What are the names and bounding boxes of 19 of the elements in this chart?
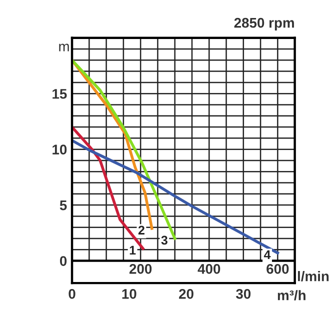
x2-tick-label: 20 [179, 288, 194, 299]
annotation: 4 [264, 250, 271, 259]
x-tick-label: 400 [198, 264, 220, 274]
annotation: 2 [138, 226, 144, 234]
x2-axis-title: m³/h [278, 290, 306, 300]
annotation: 3 [161, 236, 168, 245]
y-axis-title: m [59, 44, 69, 52]
x2-tick-label: 0 [68, 288, 76, 299]
y-tick-label: 0 [60, 256, 67, 266]
x2-tick-label: 10 [122, 288, 136, 299]
y-tick-label: 5 [60, 200, 67, 210]
x-axis-title: l/min [298, 271, 329, 282]
y-tick-label: 10 [52, 144, 67, 154]
x-tick-label: 200 [129, 264, 152, 274]
x2-tick-label: 30 [236, 288, 251, 299]
chart-title: 2850 rpm [234, 18, 294, 30]
annotation: 1 [130, 246, 136, 255]
y-tick-label: 15 [52, 89, 67, 99]
x-tick-label: 600 [266, 264, 289, 274]
